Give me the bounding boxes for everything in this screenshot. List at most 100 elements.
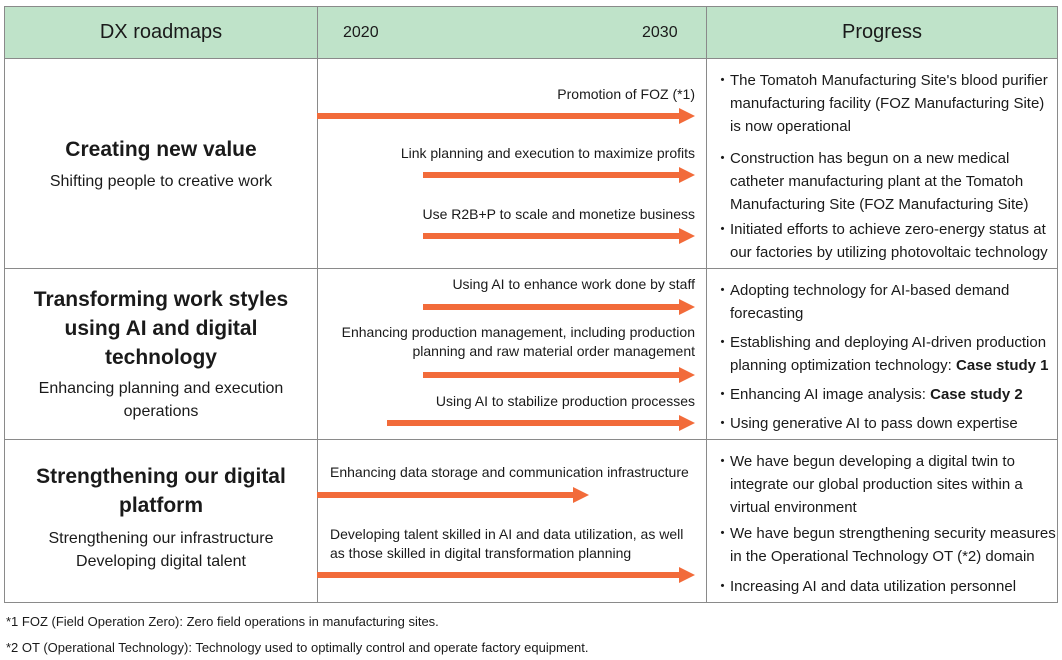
progress-text: Construction has begun on a new medical …: [730, 150, 1029, 213]
arrow-label: Enhancing production management, includi…: [335, 323, 695, 361]
header-year-end: 2030: [642, 24, 678, 41]
roadmap-table: DX roadmaps 2020 2030 Progress Creating …: [4, 6, 1058, 603]
row-subtitle: Enhancing planning and execution operatio…: [5, 377, 317, 423]
arrow-label-line: Enhancing production management, includi…: [341, 324, 695, 340]
progress-text: Establishing and deploying AI-driven pro…: [730, 334, 1047, 374]
row-title-line: platform: [119, 494, 203, 517]
arrow-shaft: [317, 113, 681, 119]
arrow-label-line: Developing talent skilled in AI and data…: [330, 526, 684, 542]
bullet-dot: ・: [715, 415, 731, 432]
progress-text: Adopting technology for AI-based demand …: [730, 282, 1010, 322]
arrow-shaft: [317, 492, 576, 498]
arrow-head: [678, 228, 695, 244]
timeline-arrow: [422, 299, 695, 315]
row-subtitle-line: Enhancing planning and execution: [38, 380, 284, 397]
progress-text: Increasing AI and data utilization perso…: [730, 578, 1017, 595]
arrow-label: Using AI to stabilize production process…: [335, 392, 695, 411]
arrow-shaft: [422, 372, 681, 378]
arrow-label: Using AI to enhance work done by staff: [335, 275, 695, 294]
row-title-line: Transforming work styles: [33, 288, 289, 311]
timeline-arrow: [422, 367, 695, 383]
arrow-head: [679, 108, 695, 124]
row-title: Strengthening our digital platform: [5, 462, 317, 520]
progress-text: We have begun strengthening security mea…: [730, 525, 1056, 565]
bullet-dot: ・: [715, 453, 731, 470]
arrow-head: [573, 487, 590, 503]
column-divider: [706, 7, 707, 602]
arrow-label: Link planning and execution to maximize …: [335, 144, 695, 163]
arrow-label: Developing talent skilled in AI and data…: [330, 525, 683, 563]
row-subtitle-line: operations: [123, 403, 199, 420]
arrow-head: [678, 367, 695, 383]
bullet-dot: ・: [715, 282, 731, 299]
column-divider: [317, 7, 318, 602]
arrow-label: Use R2B+P to scale and monetize business: [335, 205, 695, 224]
timeline-arrow: [317, 487, 590, 503]
arrow-shaft: [317, 572, 681, 578]
bullet-dot: ・: [715, 72, 731, 89]
footnote-2: *2 OT (Operational Technology): Technolo…: [6, 640, 589, 655]
header-row: [5, 7, 1057, 59]
arrow-shaft: [387, 420, 681, 426]
timeline-arrow: [422, 228, 695, 244]
arrow-label-line: as those skilled in digital transformati…: [330, 545, 632, 561]
row-divider: [5, 268, 1057, 269]
progress-text: We have begun developing a digital twin …: [730, 453, 1023, 516]
arrow-shaft: [422, 233, 681, 239]
progress-item: ・ We have begun strengthening security me…: [715, 522, 1057, 568]
row-title-line: using AI and digital: [64, 317, 258, 340]
progress-text: Enhancing AI image analysis:: [730, 386, 931, 403]
progress-item: ・ Increasing AI and data utilization pers…: [715, 575, 1057, 598]
bullet-dot: ・: [715, 386, 731, 403]
row-divider: [5, 439, 1057, 440]
arrow-label: Enhancing data storage and communication…: [330, 463, 689, 482]
progress-item: ・ Initiated efforts to achieve zero-energ…: [715, 218, 1057, 264]
row-subtitle: Strengthening our infrastructure Developi…: [5, 527, 317, 573]
progress-text: The Tomatoh Manufacturing Site's blood p…: [730, 72, 1048, 135]
progress-item: ・ Using generative AI to pass down expert…: [715, 412, 1057, 435]
arrow-label-line: Use R2B+P to scale and monetize business: [422, 206, 695, 222]
timeline-arrow: [387, 415, 695, 431]
bullet-dot: ・: [715, 221, 731, 238]
progress-case-study: Case study 1: [955, 357, 1049, 374]
arrow-shaft: [422, 172, 681, 178]
arrow-label-line: Link planning and execution to maximize …: [400, 145, 695, 161]
arrow-label: Promotion of FOZ (*1): [335, 85, 695, 104]
bullet-dot: ・: [715, 150, 731, 167]
arrow-label-line: Promotion of FOZ (*1): [557, 86, 695, 102]
arrow-head: [678, 167, 695, 183]
bullet-dot: ・: [715, 525, 731, 542]
row-subtitle-line: Shifting people to creative work: [49, 173, 273, 190]
progress-item: ・ Adopting technology for AI-based demand…: [715, 279, 1057, 325]
timeline-arrow: [317, 567, 695, 583]
arrow-shaft: [422, 304, 681, 310]
row-title-line: technology: [104, 346, 217, 369]
bullet-dot: ・: [715, 578, 731, 595]
header-year-start: 2020: [343, 24, 379, 41]
arrow-head: [679, 567, 695, 583]
arrow-label-line: Enhancing data storage and communication…: [330, 464, 689, 480]
progress-item: ・ Establishing and deploying AI-driven pr…: [715, 331, 1057, 377]
bullet-dot: ・: [715, 334, 731, 351]
progress-item: ・ The Tomatoh Manufacturing Site's blood …: [715, 69, 1057, 138]
row-title-line: Strengthening our digital: [36, 465, 286, 488]
progress-item: ・ Enhancing AI image analysis: Case study…: [715, 383, 1057, 406]
row-title-line: Creating new value: [65, 138, 257, 161]
header-progress: Progress: [841, 21, 923, 43]
header-roadmaps: DX roadmaps: [99, 21, 223, 43]
progress-case-study: Case study 2: [930, 386, 1023, 403]
footnote-1: *1 FOZ (Field Operation Zero): Zero fiel…: [6, 614, 439, 629]
progress-item: ・ Construction has begun on a new medical…: [715, 147, 1057, 216]
arrow-head: [678, 299, 695, 315]
arrow-head: [678, 415, 695, 431]
row-title: Transforming work styles using AI and dig…: [5, 285, 317, 372]
row-subtitle-line: Developing digital talent: [76, 553, 246, 570]
timeline-arrow: [422, 167, 695, 183]
progress-text: Initiated efforts to achieve zero-energy…: [730, 221, 1048, 261]
row-subtitle-line: Strengthening our infrastructure: [48, 530, 274, 547]
arrow-label-line: Using AI to stabilize production process…: [435, 393, 695, 409]
row-title: Creating new value: [5, 135, 317, 164]
arrow-label-line: Using AI to enhance work done by staff: [452, 276, 695, 292]
row-subtitle: Shifting people to creative work: [5, 170, 317, 193]
progress-text: Using generative AI to pass down experti…: [730, 415, 1018, 432]
